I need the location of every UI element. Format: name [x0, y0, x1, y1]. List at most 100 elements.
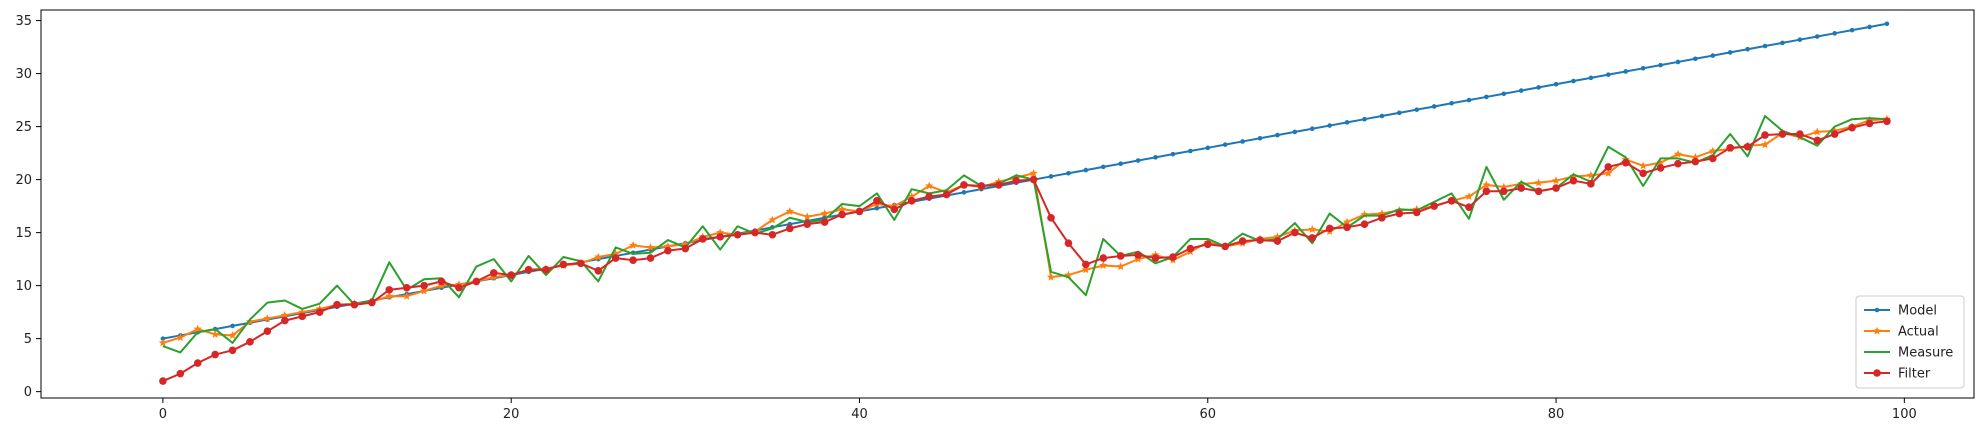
data-point-filter — [1482, 187, 1491, 196]
data-point-model — [1066, 170, 1071, 176]
data-point-model — [1431, 104, 1437, 109]
data-point-filter — [942, 190, 951, 199]
data-point-filter — [1273, 237, 1282, 245]
data-point-filter — [1604, 163, 1613, 171]
data-point-filter — [333, 300, 341, 309]
data-point-model — [1588, 75, 1594, 81]
series-actual — [158, 114, 1892, 347]
data-point-model — [1466, 97, 1472, 103]
data-point-filter — [907, 197, 916, 205]
data-point-filter — [211, 350, 219, 359]
data-point-filter — [1308, 234, 1317, 242]
data-point-filter — [681, 244, 690, 253]
data-point-actual — [803, 212, 812, 221]
data-point-filter — [1569, 176, 1578, 185]
data-point-filter — [1029, 175, 1038, 184]
data-point-filter — [1796, 130, 1804, 138]
x-tick-label: 80 — [1548, 407, 1565, 422]
data-point-filter — [228, 346, 237, 355]
data-point-filter — [402, 283, 411, 292]
data-point-filter — [472, 277, 481, 286]
data-point-filter — [577, 259, 585, 268]
data-point-actual — [646, 243, 655, 251]
data-point-filter — [489, 269, 498, 277]
data-point-filter — [455, 283, 463, 292]
data-point-filter — [524, 265, 533, 274]
data-point-actual — [768, 215, 777, 224]
data-point-filter — [1256, 236, 1264, 244]
data-point-filter — [629, 256, 637, 264]
data-point-filter — [1447, 197, 1456, 205]
data-point-actual — [1482, 180, 1491, 189]
data-point-model — [1571, 78, 1576, 84]
data-point-filter — [803, 220, 812, 228]
data-point-filter — [1883, 117, 1891, 126]
data-point-model — [1083, 167, 1089, 173]
data-point-filter — [1343, 223, 1351, 232]
data-point-model — [1118, 161, 1123, 167]
data-point-filter — [507, 271, 515, 279]
data-point-filter — [1047, 213, 1055, 222]
data-point-model — [1849, 27, 1855, 33]
data-point-filter — [1761, 131, 1769, 139]
data-point-model — [1658, 62, 1663, 68]
data-point-model — [1188, 148, 1193, 154]
data-point-filter — [733, 230, 742, 239]
data-point-filter — [263, 327, 272, 336]
data-point-model — [1275, 132, 1280, 138]
data-point-actual — [820, 209, 829, 218]
data-point-filter — [1291, 228, 1299, 237]
data-point-filter — [890, 205, 899, 214]
legend-label-actual: Actual — [1898, 325, 1939, 340]
data-point-model — [1362, 116, 1367, 122]
data-point-actual — [1134, 254, 1143, 263]
data-point-actual — [1046, 272, 1056, 281]
data-point-actual — [1534, 178, 1543, 187]
data-point-filter — [1430, 202, 1438, 210]
data-point-filter — [193, 359, 202, 367]
data-point-actual — [1551, 176, 1561, 185]
data-point-model — [1762, 43, 1768, 49]
data-point-filter — [751, 228, 759, 237]
legend-marker-model — [1874, 307, 1880, 313]
legend-marker-filter — [1873, 369, 1881, 377]
data-point-filter — [1534, 187, 1543, 196]
axes: 0 20 40 60 80 100 0 5 10 15 20 25 30 35 — [15, 9, 1975, 422]
series-line-model — [162, 22, 1888, 340]
y-tick-label: 0 — [24, 385, 32, 400]
data-point-filter — [1517, 184, 1526, 192]
data-point-actual — [1099, 261, 1108, 269]
data-point-filter — [1412, 208, 1421, 217]
data-point-filter — [838, 210, 846, 219]
data-point-actual — [1673, 149, 1683, 158]
data-point-filter — [1726, 144, 1734, 152]
data-point-actual — [1029, 168, 1038, 177]
legend-item-model: Model — [1864, 304, 1937, 319]
x-tick-label: 20 — [503, 407, 520, 422]
data-point-filter — [873, 197, 881, 205]
data-point-model — [1553, 81, 1559, 87]
x-tick-label: 40 — [851, 407, 868, 422]
data-point-actual — [925, 181, 934, 190]
data-point-model — [1397, 110, 1402, 116]
data-point-model — [230, 323, 235, 329]
data-point-model — [1222, 142, 1228, 147]
data-point-actual — [1308, 225, 1317, 233]
data-point-filter — [437, 277, 446, 286]
data-point-filter — [646, 254, 655, 262]
legend-item-measure: Measure — [1864, 346, 1953, 361]
data-point-filter — [368, 298, 376, 307]
data-point-model — [1797, 37, 1803, 42]
legend-label-filter: Filter — [1898, 367, 1931, 382]
data-point-filter — [820, 218, 829, 226]
data-point-actual — [211, 330, 220, 338]
data-point-model — [1867, 24, 1872, 30]
data-point-model — [1327, 123, 1332, 128]
data-point-filter — [994, 181, 1003, 189]
data-point-actual — [1656, 158, 1665, 167]
data-point-model — [1379, 113, 1385, 119]
y-tick-label: 10 — [15, 279, 32, 294]
data-point-filter — [420, 281, 428, 290]
data-point-model — [1501, 91, 1507, 97]
